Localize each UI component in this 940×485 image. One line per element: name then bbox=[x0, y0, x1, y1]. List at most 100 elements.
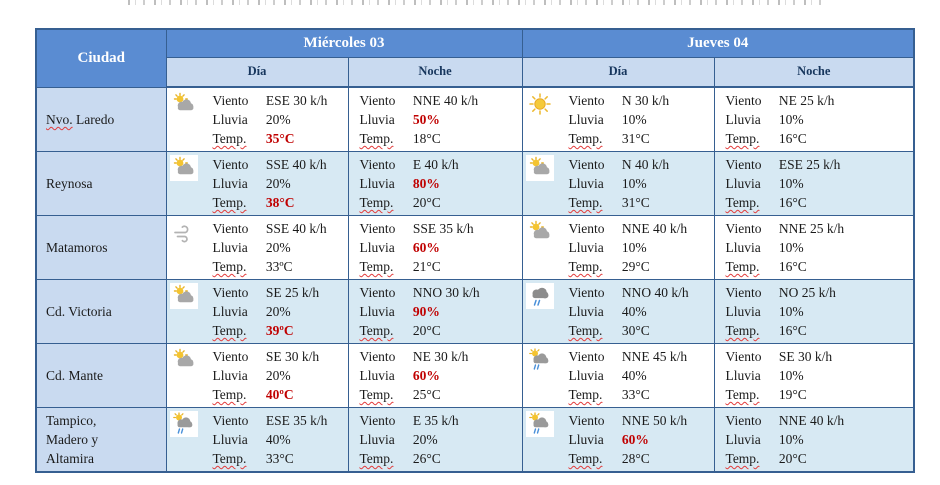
rain-line: Lluvia 20% bbox=[213, 302, 344, 321]
forecast-lines: Viento NNE 40 k/h Lluvia 10% Temp. 29°C bbox=[569, 219, 710, 276]
forecast-lines: Viento NNE 40 k/h Lluvia 50% Temp. 18°C bbox=[360, 91, 518, 148]
rain-label: Lluvia bbox=[359, 368, 395, 383]
wind-label: Viento bbox=[359, 157, 396, 172]
rain-line: Lluvia 40% bbox=[569, 302, 710, 321]
rain-label: Lluvia bbox=[725, 432, 761, 447]
rain-line: Lluvia 10% bbox=[726, 430, 910, 449]
wind-value: E 35 k/h bbox=[412, 413, 459, 428]
wind-value: SSE 40 k/h bbox=[265, 157, 327, 172]
temp-value: 19°C bbox=[778, 387, 807, 402]
sun-cloud-icon bbox=[169, 283, 198, 309]
forecast-lines: Viento E 40 k/h Lluvia 80% Temp. 20°C bbox=[360, 155, 518, 212]
temp-value: 33ºC bbox=[265, 259, 293, 274]
temp-line: Temp. 16°C bbox=[726, 321, 910, 340]
temp-label: Temp. bbox=[725, 387, 760, 402]
forecast-cell: Viento ESE 25 k/h Lluvia 10% Temp. 16°C bbox=[713, 151, 915, 216]
temp-value: 16°C bbox=[778, 323, 807, 338]
rain-value: 20% bbox=[265, 368, 291, 383]
forecast-cell: Viento N 40 k/h Lluvia 10% Temp. 31°C bbox=[521, 151, 715, 216]
wind-value: SE 25 k/h bbox=[265, 285, 320, 300]
forecast-lines: Viento SSE 40 k/h Lluvia 20% Temp. 38°C bbox=[213, 155, 344, 212]
rain-value: 60% bbox=[621, 432, 649, 447]
rain-label: Lluvia bbox=[568, 368, 604, 383]
rain-label: Lluvia bbox=[725, 176, 761, 191]
table-row: Cd. Mante Viento SE 30 k/h Lluvia 20% Temp.… bbox=[35, 343, 915, 408]
rain-value: 10% bbox=[621, 112, 647, 127]
temp-value: 30°C bbox=[621, 323, 650, 338]
sun-cloud-rain-icon bbox=[525, 411, 554, 437]
temp-line: Temp. 20°C bbox=[360, 321, 518, 340]
forecast-cell: Viento NNE 40 k/h Lluvia 10% Temp. 29°C bbox=[521, 215, 715, 280]
forecast-lines: Viento SSE 40 k/h Lluvia 20% Temp. 33ºC bbox=[213, 219, 344, 276]
temp-label: Temp. bbox=[725, 451, 760, 466]
wind-value: NNE 25 k/h bbox=[778, 221, 845, 236]
city-cell: Tampico, Madero y Altamira bbox=[35, 407, 167, 473]
header-row-days: Ciudad Miércoles 03 Jueves 04 bbox=[35, 28, 915, 88]
wind-line: Viento ESE 35 k/h bbox=[213, 411, 344, 430]
city-cell: Cd. Victoria bbox=[35, 279, 167, 344]
city-cell: Matamoros bbox=[35, 215, 167, 280]
wind-value: SSE 40 k/h bbox=[265, 221, 327, 236]
rain-value: 10% bbox=[778, 112, 804, 127]
temp-line: Temp. 16°C bbox=[726, 193, 910, 212]
table-row: Cd. Victoria Viento SE 25 k/h Lluvia 20% Te… bbox=[35, 279, 915, 344]
rain-line: Lluvia 50% bbox=[360, 110, 518, 129]
temp-line: Temp. 18°C bbox=[360, 129, 518, 148]
wind-line: Viento NNE 40 k/h bbox=[726, 411, 910, 430]
wind-line: Viento ESE 30 k/h bbox=[213, 91, 344, 110]
wind-value: N 40 k/h bbox=[621, 157, 670, 172]
wind-value: NE 25 k/h bbox=[778, 93, 835, 108]
temp-line: Temp. 16°C bbox=[726, 257, 910, 276]
wind-label: Viento bbox=[359, 349, 396, 364]
temp-value: 33°C bbox=[621, 387, 650, 402]
rain-value: 20% bbox=[265, 304, 291, 319]
forecast-cell: Viento SSE 35 k/h Lluvia 60% Temp. 21°C bbox=[347, 215, 523, 280]
temp-value: 16°C bbox=[778, 195, 807, 210]
temp-value: 20°C bbox=[412, 323, 441, 338]
forecast-lines: Viento SSE 35 k/h Lluvia 60% Temp. 21°C bbox=[360, 219, 518, 276]
forecast-lines: Viento ESE 25 k/h Lluvia 10% Temp. 16°C bbox=[726, 155, 910, 212]
temp-value: 40ºC bbox=[265, 387, 294, 402]
forecast-lines: Viento NNO 40 k/h Lluvia 40% Temp. 30°C bbox=[569, 283, 710, 340]
temp-line: Temp. 33°C bbox=[569, 385, 710, 404]
temp-label: Temp. bbox=[359, 195, 394, 210]
rain-line: Lluvia 10% bbox=[726, 238, 910, 257]
rain-value: 10% bbox=[778, 368, 804, 383]
forecast-cell: Viento NNE 40 k/h Lluvia 10% Temp. 20°C bbox=[713, 407, 915, 473]
rain-value: 20% bbox=[265, 112, 291, 127]
temp-line: Temp. 38°C bbox=[213, 193, 344, 212]
header-day-wednesday: Miércoles 03 bbox=[165, 28, 523, 58]
wind-label: Viento bbox=[359, 221, 396, 236]
rain-line: Lluvia 20% bbox=[213, 238, 344, 257]
wind-value: NNE 50 k/h bbox=[621, 413, 688, 428]
wind-label: Viento bbox=[568, 93, 605, 108]
wind-line: Viento N 30 k/h bbox=[569, 91, 710, 110]
temp-label: Temp. bbox=[568, 195, 603, 210]
temp-label: Temp. bbox=[359, 451, 394, 466]
temp-value: 31°C bbox=[621, 195, 650, 210]
sun-cloud-icon bbox=[169, 91, 198, 117]
temp-value: 25°C bbox=[412, 387, 441, 402]
rain-label: Lluvia bbox=[725, 112, 761, 127]
sun-cloud-icon bbox=[525, 219, 554, 245]
rain-line: Lluvia 10% bbox=[569, 110, 710, 129]
rain-value: 90% bbox=[412, 304, 440, 319]
temp-value: 28°C bbox=[621, 451, 650, 466]
wind-label: Viento bbox=[568, 157, 605, 172]
forecast-lines: Viento NE 25 k/h Lluvia 10% Temp. 16°C bbox=[726, 91, 910, 148]
forecast-lines: Viento N 40 k/h Lluvia 10% Temp. 31°C bbox=[569, 155, 710, 212]
rain-label: Lluvia bbox=[212, 176, 248, 191]
rain-line: Lluvia 10% bbox=[569, 174, 710, 193]
rain-label: Lluvia bbox=[725, 304, 761, 319]
rain-line: Lluvia 10% bbox=[726, 366, 910, 385]
rain-value: 10% bbox=[621, 240, 647, 255]
rain-line: Lluvia 10% bbox=[726, 174, 910, 193]
sun-icon bbox=[525, 91, 554, 117]
rain-cloud-icon bbox=[525, 283, 554, 309]
temp-label: Temp. bbox=[568, 387, 603, 402]
forecast-cell: Viento NNE 45 k/h Lluvia 40% Temp. 33°C bbox=[521, 343, 715, 408]
wind-value: ESE 30 k/h bbox=[265, 93, 328, 108]
rain-label: Lluvia bbox=[359, 240, 395, 255]
temp-line: Temp. 33°C bbox=[213, 449, 344, 468]
